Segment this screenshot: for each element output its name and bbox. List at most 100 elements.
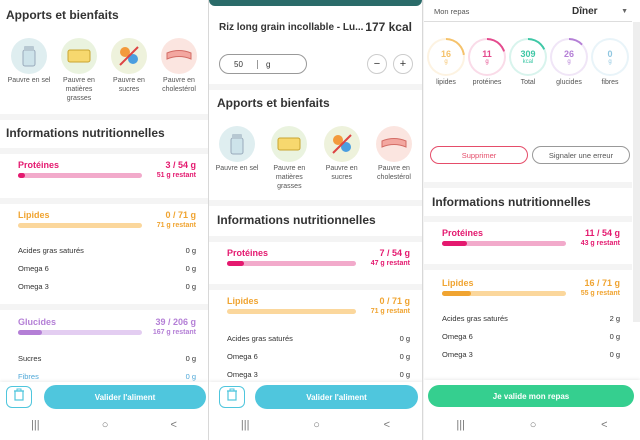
glucide-row: Glucides 39 / 206 g 167 g restant [18,317,196,336]
back-icon[interactable]: < [383,419,391,431]
android-nav: ||| ○ < [209,410,422,440]
ring-label: fibres [601,79,619,86]
ring-gauge: 11 g [468,38,506,76]
benefits-title: Apports et bienfaits [6,8,119,22]
lipid-bar [18,223,142,228]
ring-value: 16 [440,48,451,59]
right-panel: Mon repas Dîner ▼ 16 g lipides 11 g protéines… [424,0,640,440]
meal-value[interactable]: Dîner [572,6,598,17]
protein-row: Protéines 11 / 54 g 43 g restant [442,228,620,247]
home-icon[interactable]: ○ [529,419,537,431]
salt-shaker-icon [219,126,255,162]
android-nav: ||| ○ < [0,410,208,440]
validate-meal-button[interactable]: Je valide mon repas [428,385,634,407]
scrollbar[interactable] [633,22,640,322]
back-icon[interactable]: < [170,419,177,431]
quantity-input[interactable]: 50 g [219,54,307,74]
ring-label: glucides [556,79,582,86]
plus-button[interactable]: + [393,54,413,74]
ring-glucides: 26 g glucides [549,38,589,86]
protein-bar [227,261,356,266]
android-nav: ||| ○ < [424,410,640,440]
minus-button[interactable]: − [367,54,387,74]
ring-total: 309 kcal Total [508,38,548,86]
left-panel: Apports et bienfaits Pauvre en sel Pauvr… [0,0,208,440]
recent-apps-icon[interactable]: ||| [31,419,40,431]
ring-fibres: 0 g fibres [590,38,630,86]
report-error-button[interactable]: Signaler une erreur [532,146,630,164]
candy-icon [111,38,147,74]
quantity-unit[interactable]: g [266,59,271,69]
glucide-bar-fill [18,330,42,335]
lipid-row: Lipides 0 / 71 g 71 g restant [18,210,196,229]
ring-value: 26 [563,48,574,59]
home-icon[interactable]: ○ [101,419,109,431]
trash-icon [13,388,25,406]
trash-icon [226,388,238,406]
lipid-row: Lipides 0 / 71 g 71 g restant [227,296,410,315]
lipid-sub-saturated: Acides gras saturés 0 g [18,246,196,255]
lipid-row: Lipides 16 / 71 g 55 g restant [442,278,620,297]
home-icon[interactable]: ○ [313,419,320,431]
benefit-low-cholesterol: Pauvre en cholestérol [368,126,420,191]
meal-selector[interactable]: Mon repas Dîner ▼ [424,0,632,22]
benefit-low-fat: Pauvre en matières grasses [54,38,104,103]
ring-value: 11 [482,48,492,59]
lipid-sub-saturated: Acides gras saturés 2 g [442,314,620,323]
protein-bar [442,241,566,246]
ring-label: Total [520,79,536,86]
delete-food-button[interactable] [219,386,245,408]
glucide-bar [18,330,142,335]
delete-food-button[interactable] [6,386,32,408]
quantity-value[interactable]: 50 [220,59,258,69]
glucide-sub-sugar: Sucres 0 g [18,354,196,363]
ring-unit: g [608,58,612,65]
bacon-icon [375,126,412,162]
benefit-low-salt: Pauvre en sel [4,38,54,103]
food-name: Riz long grain incollable - Lu... [219,22,364,33]
nutrition-title: Informations nutritionnelles [432,195,591,209]
recent-apps-icon[interactable]: ||| [240,419,250,431]
butter-icon [61,38,97,74]
delete-meal-button[interactable]: Supprimer [430,146,528,164]
ring-label: protéines [472,79,502,86]
food-kcal: 177 kcal [365,20,412,34]
ring-unit: g [485,58,489,65]
recent-apps-icon[interactable]: ||| [456,419,465,431]
protein-bar-fill [227,261,244,266]
nutrition-title: Informations nutritionnelles [6,126,165,140]
back-icon[interactable]: < [601,419,608,431]
bacon-icon [161,38,197,74]
lipid-bar [227,309,356,314]
ring-value: 0 [607,48,613,59]
salt-shaker-icon [11,38,47,74]
ring-gauge: 16 g [427,38,465,76]
ring-lipides: 16 g lipides [426,38,466,86]
validate-food-button[interactable]: Valider l'aliment [44,385,206,409]
meal-label: Mon repas [434,7,470,16]
protein-bar-fill [442,241,467,246]
ring-unit: kcal [522,58,534,65]
protein-bar-fill [18,173,26,178]
protein-row: Protéines 3 / 54 g 51 g restant [18,160,196,179]
lipid-sub-saturated: Acides gras saturés 0 g [227,334,410,343]
protein-row: Protéines 7 / 54 g 47 g restant [227,248,410,267]
benefits-title: Apports et bienfaits [217,96,330,110]
ring-unit: g [567,58,571,65]
ring-protéines: 11 g protéines [467,38,507,86]
protein-bar [18,173,142,178]
benefit-low-sugar: Pauvre en sucres [104,38,154,103]
validate-food-button[interactable]: Valider l'aliment [255,385,418,409]
glucide-sub-fiber: Fibres 0 g [18,372,196,381]
butter-icon [271,126,308,162]
benefit-low-cholesterol: Pauvre en cholestérol [154,38,204,103]
candy-icon [323,126,360,162]
benefit-low-fat: Pauvre en matières grasses [263,126,315,191]
ring-label: lipides [436,79,456,86]
